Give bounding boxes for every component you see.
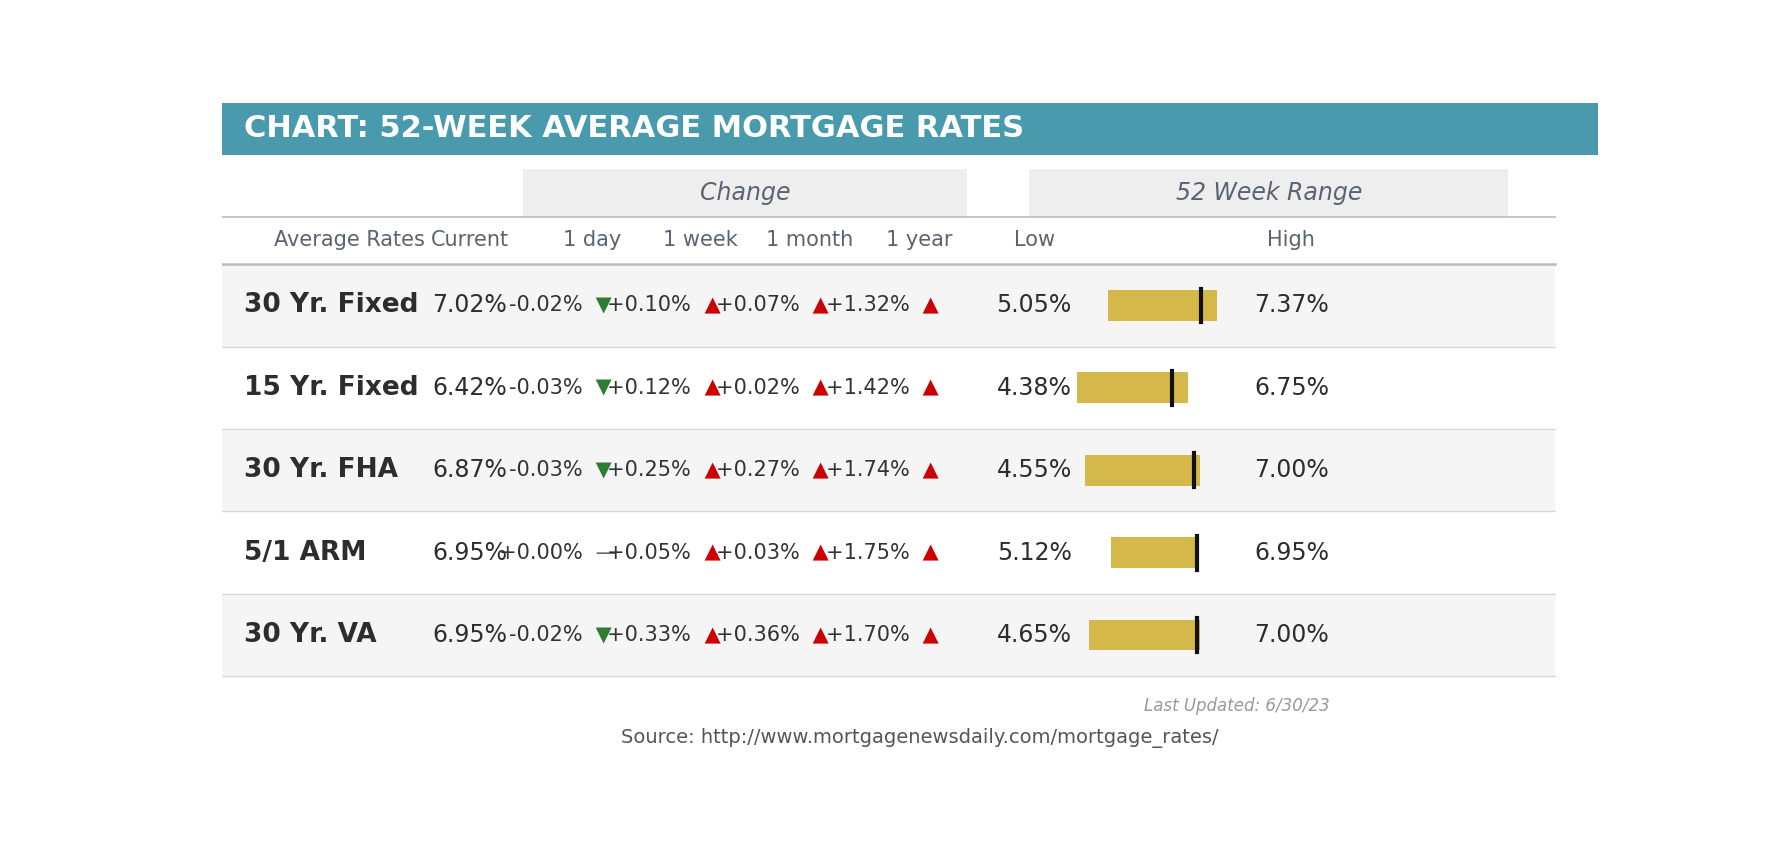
- Bar: [222, 429, 1555, 511]
- Text: ▼: ▼: [589, 378, 612, 398]
- Text: High: High: [1267, 231, 1315, 251]
- Bar: [1077, 373, 1187, 404]
- Bar: [1085, 455, 1200, 486]
- Bar: [1030, 168, 1509, 216]
- Text: 5/1 ARM: 5/1 ARM: [243, 540, 366, 566]
- Bar: [1090, 620, 1200, 651]
- Text: +0.33%: +0.33%: [607, 625, 698, 645]
- Text: -0.03%: -0.03%: [509, 460, 589, 481]
- Text: 6.95%: 6.95%: [433, 623, 508, 647]
- Bar: [522, 168, 967, 216]
- Text: 6.95%: 6.95%: [1253, 540, 1329, 564]
- Text: 30 Yr. Fixed: 30 Yr. Fixed: [243, 292, 419, 319]
- Bar: [1111, 537, 1198, 568]
- Text: 30 Yr. VA: 30 Yr. VA: [243, 622, 376, 648]
- Bar: [222, 511, 1555, 594]
- Text: ▲: ▲: [916, 378, 939, 398]
- Text: +0.07%: +0.07%: [715, 296, 806, 315]
- Text: 4.65%: 4.65%: [996, 623, 1072, 647]
- Text: 7.00%: 7.00%: [1253, 458, 1329, 482]
- Text: ▲: ▲: [916, 625, 939, 645]
- Bar: [1108, 290, 1218, 321]
- Text: +1.75%: +1.75%: [825, 543, 916, 563]
- Text: Change: Change: [699, 180, 790, 204]
- Text: ▲: ▲: [698, 625, 721, 645]
- Text: ▲: ▲: [698, 296, 721, 315]
- Text: 5.12%: 5.12%: [996, 540, 1072, 564]
- Text: 6.95%: 6.95%: [433, 540, 508, 564]
- Text: 7.00%: 7.00%: [1253, 623, 1329, 647]
- Text: +0.36%: +0.36%: [715, 625, 806, 645]
- Text: ▲: ▲: [806, 625, 829, 645]
- Text: ▲: ▲: [806, 378, 829, 398]
- Text: -0.02%: -0.02%: [509, 296, 589, 315]
- Text: 1 month: 1 month: [765, 231, 854, 251]
- Bar: [222, 346, 1555, 429]
- Text: 7.37%: 7.37%: [1253, 293, 1329, 317]
- Text: CHART: 52-WEEK AVERAGE MORTGAGE RATES: CHART: 52-WEEK AVERAGE MORTGAGE RATES: [243, 115, 1024, 144]
- Text: 1 week: 1 week: [664, 231, 738, 251]
- Text: 1 year: 1 year: [886, 231, 953, 251]
- Text: ▲: ▲: [698, 543, 721, 563]
- Text: Source: http://www.mortgagenewsdaily.com/mortgage_rates/: Source: http://www.mortgagenewsdaily.com…: [621, 728, 1218, 748]
- Text: 4.55%: 4.55%: [996, 458, 1072, 482]
- Text: Low: Low: [1014, 231, 1054, 251]
- Text: ▼: ▼: [589, 625, 612, 645]
- Text: +1.42%: +1.42%: [825, 378, 916, 398]
- Text: +1.74%: +1.74%: [825, 460, 916, 481]
- Text: ▲: ▲: [806, 296, 829, 315]
- Bar: [222, 594, 1555, 676]
- Text: ▲: ▲: [916, 296, 939, 315]
- Text: ▲: ▲: [698, 460, 721, 481]
- Text: Last Updated: 6/30/23: Last Updated: 6/30/23: [1145, 697, 1329, 715]
- Text: 52 Week Range: 52 Week Range: [1175, 180, 1361, 204]
- Bar: [222, 103, 1598, 155]
- Text: 15 Yr. Fixed: 15 Yr. Fixed: [243, 374, 419, 401]
- Text: -0.03%: -0.03%: [509, 378, 589, 398]
- Text: 6.75%: 6.75%: [1253, 376, 1329, 400]
- Text: -0.02%: -0.02%: [509, 625, 589, 645]
- Text: 6.87%: 6.87%: [433, 458, 508, 482]
- Text: ▲: ▲: [916, 543, 939, 563]
- Text: Current: Current: [431, 231, 509, 251]
- Text: 7.02%: 7.02%: [433, 293, 508, 317]
- Text: +0.10%: +0.10%: [607, 296, 698, 315]
- Text: 5.05%: 5.05%: [996, 293, 1072, 317]
- Text: ▲: ▲: [916, 460, 939, 481]
- Text: +0.02%: +0.02%: [715, 378, 806, 398]
- Text: +1.32%: +1.32%: [825, 296, 916, 315]
- Text: —: —: [589, 543, 616, 563]
- Text: 6.42%: 6.42%: [433, 376, 508, 400]
- Bar: [222, 264, 1555, 346]
- Text: ▲: ▲: [806, 543, 829, 563]
- Text: +0.05%: +0.05%: [607, 543, 698, 563]
- Text: ▲: ▲: [698, 378, 721, 398]
- Text: +0.03%: +0.03%: [715, 543, 806, 563]
- Text: +0.27%: +0.27%: [715, 460, 806, 481]
- Text: +1.70%: +1.70%: [825, 625, 916, 645]
- Text: +0.25%: +0.25%: [607, 460, 698, 481]
- Text: ▼: ▼: [589, 296, 612, 315]
- Text: ▼: ▼: [589, 460, 612, 481]
- Text: ▲: ▲: [806, 460, 829, 481]
- Text: +0.12%: +0.12%: [607, 378, 698, 398]
- Text: 30 Yr. FHA: 30 Yr. FHA: [243, 457, 398, 483]
- Text: 1 day: 1 day: [563, 231, 621, 251]
- Text: +0.00%: +0.00%: [499, 543, 589, 563]
- Text: 4.38%: 4.38%: [996, 376, 1072, 400]
- Text: Average Rates: Average Rates: [275, 231, 426, 251]
